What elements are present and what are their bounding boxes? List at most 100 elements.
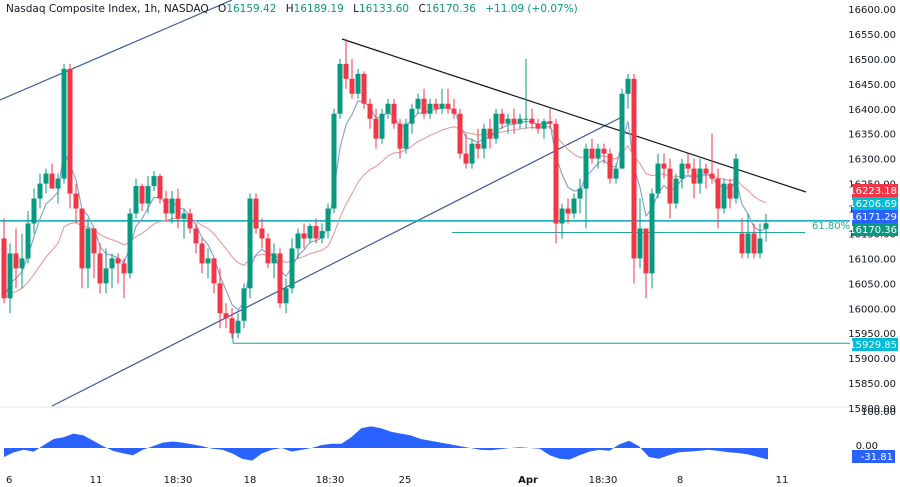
price-tick: 16400.00 [848,105,896,116]
candle [367,103,373,119]
candle [247,198,253,289]
candle [31,198,37,224]
price-tick: 16050.00 [848,279,896,290]
candle [199,243,205,264]
candle [703,168,709,174]
candle [133,186,139,214]
candle [553,123,559,224]
candle [229,318,235,334]
candle [535,123,541,129]
price-tick: 16550.00 [848,30,896,41]
candle [709,173,715,179]
candle [193,228,199,244]
candle [115,258,121,264]
price-tag-bg [852,338,898,351]
candle [235,320,241,334]
candle [283,288,289,304]
candle [181,213,187,219]
candle [529,118,535,124]
candle [169,198,175,214]
candle [37,183,43,199]
candle [403,123,409,149]
candle [739,233,745,254]
price-tick: 16500.00 [848,55,896,66]
price-tag-bg [852,210,898,223]
time-tick: 11 [776,475,789,486]
candle [625,78,631,94]
candle [463,153,469,164]
candle [175,198,181,219]
candle [79,208,85,269]
candle [415,98,421,109]
osc-current-tag: -31.81 [861,452,893,463]
candle [379,113,385,139]
candle [91,228,97,254]
fib-level-label: 61.80% [812,221,850,232]
candle [277,253,283,304]
price-tick: 16100.00 [848,254,896,265]
candle [643,228,649,274]
candle [457,113,463,154]
candle [301,233,307,239]
time-tick: 18:30 [589,475,618,486]
candle [727,183,733,199]
osc-tick-0: 0.00 [856,441,878,452]
candle [43,173,49,184]
price-tick: 16600.00 [848,5,896,16]
candle [667,168,673,204]
candle [271,253,277,264]
price-tag-bg [852,223,898,236]
candle [163,198,169,214]
candle [691,168,697,184]
ohlc-close: C16170.36 [418,3,476,15]
candle [595,148,601,159]
candle [259,228,265,239]
candle [619,93,625,169]
candle [325,208,331,231]
candle [433,103,439,109]
price-tick: 16000.00 [848,304,896,315]
candle [49,173,55,189]
candle [265,238,271,264]
price-tag-label: 16223.18 [849,186,897,197]
candle [649,193,655,274]
candle [397,123,403,149]
candle [55,178,61,189]
candle [7,253,13,299]
candle [505,118,511,124]
candle [583,148,589,189]
candle [427,103,433,114]
candle [187,213,193,229]
candle [337,63,343,114]
time-axis[interactable]: 6 11 18:30 18 18:30 25 Apr 18:30 8 11 [6,475,788,486]
candle [523,118,529,120]
candle [541,121,547,129]
candle [145,186,151,204]
candle [763,223,769,229]
candle [589,148,595,159]
symbol-legend: Nasdaq Composite Index, 1h, NASDAQ O1615… [6,3,578,15]
candle [223,313,229,319]
candle [121,263,127,274]
price-tick: 15850.00 [848,379,896,390]
candle [385,103,391,114]
candle [685,163,691,169]
candle [103,268,109,284]
candle [493,113,499,139]
candle [571,198,577,214]
candle [547,121,553,124]
candle [511,118,517,124]
candle [451,108,457,114]
symbol-title: Nasdaq Composite Index, 1h, NASDAQ [6,3,209,15]
candle [19,258,25,269]
candle [151,176,157,187]
price-tick: 15950.00 [848,329,896,340]
candle [373,118,379,139]
candle [637,228,643,259]
ohlc-change: +11.09 (+0.07%) [485,3,578,15]
time-tick: 18:30 [316,475,345,486]
candle [157,176,163,199]
candle [139,186,145,204]
candle [655,163,661,194]
